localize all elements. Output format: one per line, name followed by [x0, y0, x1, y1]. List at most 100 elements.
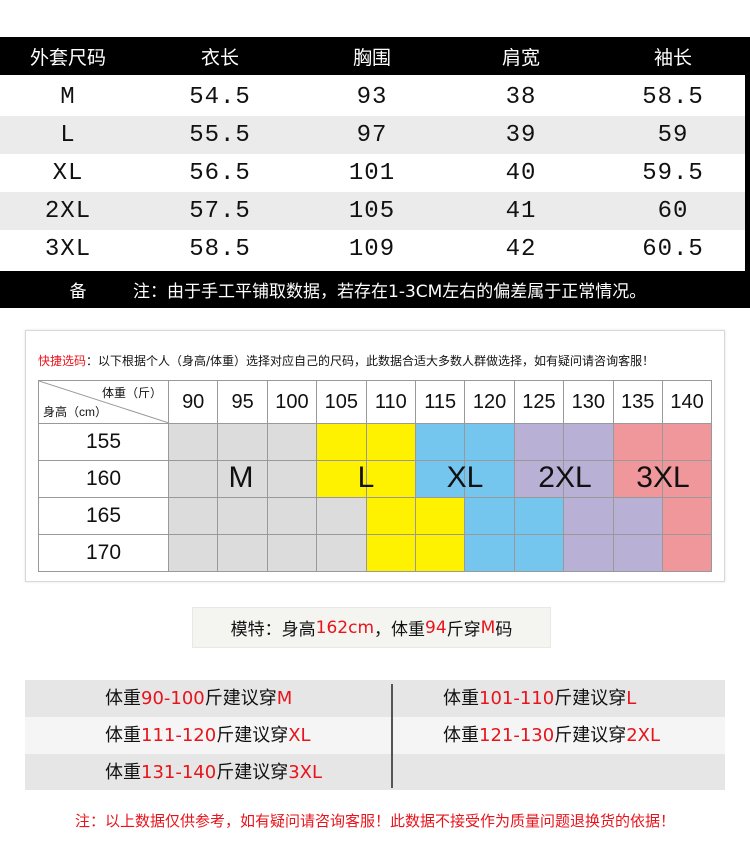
size-table-cell: 58.5 [642, 83, 704, 111]
height-header: 165 [38, 497, 169, 535]
suggestion-row [25, 717, 725, 754]
suggestion-text: 体重 [105, 688, 141, 709]
size-label: L [357, 461, 375, 494]
grid-cell-3xl [612, 423, 663, 461]
size-table-cell: 109 [348, 235, 396, 263]
grid-cell-m [167, 497, 219, 535]
quick-select-panel [25, 330, 725, 582]
edge-bar [745, 37, 750, 271]
weight-suggestion: 体重111-120斤建议穿XL [105, 717, 311, 754]
suggestion-text: 斤建议穿 [216, 762, 289, 783]
grid-cell-m [266, 423, 318, 461]
size-table-cell: 93 [356, 83, 388, 111]
weight-header: 105 [316, 380, 367, 424]
grid-cell-m [167, 423, 219, 461]
grid-cell-2xl [563, 497, 614, 535]
size-table-cell: 41 [505, 197, 537, 225]
size-table-cell: 54.5 [189, 83, 251, 111]
size-table-cell: 袖长 [653, 46, 693, 69]
grid-row: 155 [38, 423, 713, 461]
suggestion-text: 体重 [443, 725, 479, 746]
suggestion-text: 101-110 [479, 688, 555, 709]
weight-suggestion: 体重101-110斤建议穿L [443, 680, 636, 717]
size-table-cell: 56.5 [189, 159, 251, 187]
suggestion-row [25, 680, 725, 717]
suggestion-text: 斤建议穿 [204, 688, 277, 709]
size-table-row: 2XL 57.5 105 41 60 [0, 192, 745, 230]
grid-cell-m [266, 497, 318, 535]
size-table-row: L 55.5 97 39 59 [0, 116, 745, 154]
size-table-cell: 60.5 [642, 235, 704, 263]
grid-cell-xl [464, 534, 515, 572]
size-table-cell: 57.5 [189, 197, 251, 225]
grid-cell-xl [513, 497, 565, 535]
grid-cell-xl [464, 423, 515, 461]
size-table-cell: 3XL [44, 235, 92, 263]
height-header: 160 [38, 460, 169, 498]
size-table-cell: 59.5 [642, 159, 704, 187]
suggestion-row [25, 754, 725, 790]
model-text: ，体重 [374, 620, 426, 640]
grid-cell-2xl [563, 534, 614, 572]
weight-header: 130 [563, 380, 614, 424]
grid-cell-l [365, 534, 416, 572]
size-label: 3XL [636, 461, 690, 494]
size-table-cell: 101 [348, 159, 396, 187]
grid-cell-xl [414, 460, 466, 498]
weight-header: 115 [414, 380, 466, 424]
weight-header: 125 [513, 380, 565, 424]
suggestion-text: 斤建议穿 [554, 688, 627, 709]
disclaimer: 注：以上数据仅供参考，如有疑问请咨询客服！此数据不接受作为质量问题退换货的依据！ [74, 812, 675, 830]
height-header: 170 [38, 534, 169, 572]
weight-header: 135 [612, 380, 663, 424]
grid-cell-l [365, 460, 416, 498]
size-table-cell: 肩宽 [501, 46, 541, 69]
suggestion-text: XL [288, 725, 311, 746]
grid-cell-l [365, 423, 416, 461]
model-text: 码 [495, 620, 513, 640]
size-table-cell: 105 [348, 197, 396, 225]
size-table-cell: L [60, 121, 76, 149]
suggestion-text: 3XL [288, 762, 323, 783]
weight-suggestion: 体重121-130斤建议穿2XL [443, 717, 660, 754]
grid-corner: 体重（斤） 身高（cm） [38, 380, 169, 424]
weight-suggestion: 体重131-140斤建议穿3XL [105, 754, 322, 791]
grid-cell-m [217, 423, 268, 461]
quick-select-text: ：以下根据个人（身高/体重）选择对应自己的尺码，此数据合适大多数人群做选择，如有… [86, 354, 655, 368]
weight-axis-label: 体重（斤） [101, 386, 162, 400]
grid-cell-l [414, 534, 466, 572]
suggestion-text: 2XL [626, 725, 661, 746]
grid-row: 165 [38, 497, 713, 535]
column-divider [391, 684, 393, 788]
size-table-cell: 外套尺码 [29, 46, 107, 69]
suggestion-text: 121-130 [479, 725, 555, 746]
model-text: M [480, 617, 496, 638]
grid-cell-m [316, 534, 367, 572]
suggestion-text: M [276, 688, 293, 709]
grid-cell-l [414, 497, 466, 535]
grid-cell-m [217, 460, 268, 498]
weight-header: 110 [365, 380, 416, 424]
grid-cell-m [266, 534, 318, 572]
size-table-cell: 胸围 [352, 46, 392, 69]
suggestion-text: 体重 [105, 725, 141, 746]
weight-header: 120 [464, 380, 515, 424]
suggestion-text: 体重 [443, 688, 479, 709]
suggestion-text: L [626, 688, 637, 709]
grid-row: 170 [38, 534, 713, 572]
grid-cell-3xl [661, 497, 713, 535]
grid-cell-2xl [612, 497, 663, 535]
size-table-cell: 60 [657, 197, 689, 225]
model-text: 162cm [315, 617, 375, 638]
grid-row: 160 [38, 460, 713, 498]
grid-cell-2xl [563, 460, 614, 498]
grid-cell-2xl [513, 423, 565, 461]
grid-cell-xl [414, 423, 466, 461]
grid-cell-3xl [661, 423, 713, 461]
suggestion-text: 斤建议穿 [554, 725, 627, 746]
grid-cell-3xl [661, 534, 713, 572]
size-table-row: 3XL 58.5 109 42 60.5 [0, 230, 745, 268]
size-table-cell: M [60, 83, 76, 111]
suggestion-text: 斤建议穿 [216, 725, 289, 746]
grid-cell-xl [464, 460, 515, 498]
